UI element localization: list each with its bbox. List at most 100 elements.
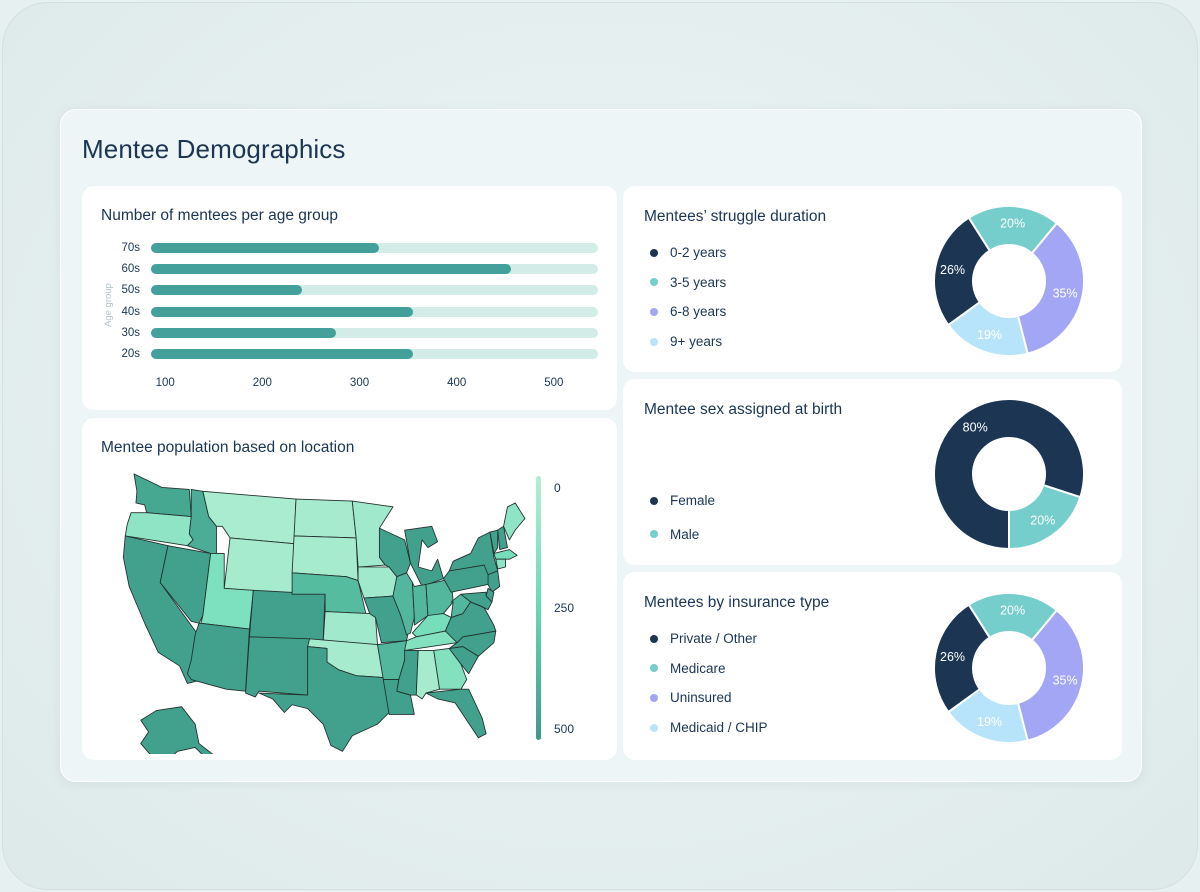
legend-dot-icon bbox=[650, 693, 658, 702]
state-me[interactable] bbox=[503, 502, 526, 541]
age-bar-50s[interactable] bbox=[151, 285, 302, 296]
insurance-legend-item[interactable]: Medicaid / CHIP bbox=[650, 720, 768, 735]
state-ia[interactable] bbox=[357, 566, 398, 599]
state-il[interactable] bbox=[392, 572, 415, 636]
map-color-scale bbox=[536, 476, 541, 740]
sex-title: Mentee sex assigned at birth bbox=[644, 401, 843, 418]
age-label-60s: 60s bbox=[121, 263, 140, 276]
age-label-40s: 40s bbox=[121, 305, 140, 318]
state-md[interactable] bbox=[460, 591, 493, 611]
legend-dot-icon bbox=[650, 248, 658, 257]
age-x-tick: 300 bbox=[349, 377, 370, 389]
insurance-title: Mentees by insurance type bbox=[644, 594, 830, 611]
legend-dot-icon bbox=[650, 496, 658, 505]
state-co[interactable] bbox=[249, 589, 326, 642]
insurance-card: Mentees by insurance type Private / Othe… bbox=[623, 572, 1122, 760]
state-nh[interactable] bbox=[497, 525, 508, 550]
legend-dot-icon bbox=[650, 530, 658, 538]
state-tx[interactable] bbox=[258, 646, 390, 752]
struggle-legend-label: 0-2 years bbox=[670, 245, 727, 260]
insurance-donut-chart[interactable]: 26% 20% 35% 19% bbox=[929, 588, 1089, 748]
state-ma[interactable] bbox=[493, 549, 518, 560]
state-ct[interactable] bbox=[495, 558, 506, 570]
map-card: Mentee population based on location 0 250… bbox=[82, 418, 617, 760]
legend-dot-icon bbox=[650, 664, 658, 673]
insurance-slice-0[interactable] bbox=[933, 603, 991, 714]
state-wa[interactable] bbox=[133, 473, 192, 517]
age-bar-track bbox=[151, 285, 598, 296]
state-fl[interactable] bbox=[425, 688, 487, 739]
page-title: Mentee Demographics bbox=[82, 134, 346, 164]
struggle-slice-label-1: 20% bbox=[1000, 217, 1025, 231]
age-bar-30s[interactable] bbox=[151, 327, 336, 338]
state-nj[interactable] bbox=[487, 570, 501, 593]
age-bar-track bbox=[151, 327, 598, 338]
sex-legend-label: Female bbox=[670, 493, 716, 508]
age-label-70s: 70s bbox=[121, 242, 140, 254]
insurance-slice-label-2: 35% bbox=[1053, 674, 1078, 688]
insurance-slice-2[interactable] bbox=[1016, 609, 1085, 742]
insurance-legend-label: Uninsured bbox=[670, 690, 732, 706]
struggle-slice-label-3: 19% bbox=[977, 328, 1002, 342]
scale-tick-label: 500 bbox=[554, 722, 575, 736]
insurance-legend-label: Private / Other bbox=[670, 631, 758, 646]
age-label-30s: 30s bbox=[121, 326, 140, 339]
sex-donut-chart[interactable]: 80% 20% bbox=[929, 394, 1089, 554]
us-choropleth-map[interactable] bbox=[96, 464, 526, 754]
struggle-legend-item[interactable]: 0-2 years bbox=[650, 245, 726, 260]
sex-legend-item[interactable]: Female bbox=[650, 493, 715, 508]
sex-slice-label-0: 80% bbox=[963, 420, 988, 434]
sex-slice-1[interactable] bbox=[1008, 484, 1082, 550]
age-bar-70s[interactable] bbox=[151, 243, 380, 253]
state-nd[interactable] bbox=[293, 498, 357, 539]
struggle-card: Mentees’ struggle duration 0-2 years 3-5 … bbox=[623, 186, 1122, 372]
insurance-legend-item[interactable]: Medicare bbox=[650, 661, 726, 676]
struggle-slice-0[interactable] bbox=[933, 216, 991, 327]
age-chart-card: Number of mentees per age group Age grou… bbox=[82, 186, 617, 410]
age-x-tick: 400 bbox=[447, 377, 467, 389]
insurance-legend-item[interactable]: Private / Other bbox=[650, 631, 757, 646]
sex-legend-label: Male bbox=[670, 526, 700, 542]
age-label-20s: 20s bbox=[121, 348, 140, 360]
age-bar-20s[interactable] bbox=[151, 349, 414, 359]
sex-slice-0[interactable] bbox=[933, 398, 1085, 550]
struggle-slice-2[interactable] bbox=[1016, 222, 1085, 355]
scale-tick-label: 250 bbox=[554, 601, 575, 615]
insurance-legend-label: Medicaid / CHIP bbox=[670, 720, 768, 736]
state-wy[interactable] bbox=[223, 537, 295, 595]
insurance-slice-label-1: 20% bbox=[1000, 604, 1025, 618]
state-ak[interactable] bbox=[140, 706, 217, 754]
insurance-legend-item[interactable]: Uninsured bbox=[650, 690, 732, 705]
legend-dot-icon bbox=[650, 723, 658, 732]
struggle-legend-label: 3-5 years bbox=[670, 274, 727, 290]
struggle-slice-label-2: 35% bbox=[1053, 287, 1078, 301]
map-title: Mentee population based on location bbox=[101, 439, 355, 456]
state-az[interactable] bbox=[186, 622, 250, 692]
struggle-legend-item[interactable]: 3-5 years bbox=[650, 275, 726, 290]
insurance-slice-label-3: 19% bbox=[977, 715, 1002, 729]
scale-gradient-bar bbox=[536, 476, 541, 740]
state-nm[interactable] bbox=[245, 636, 311, 698]
age-chart-title: Number of mentees per age group bbox=[101, 207, 338, 224]
struggle-donut-chart[interactable]: 26% 20% 35% 19% bbox=[929, 201, 1089, 361]
struggle-legend-item[interactable]: 9+ years bbox=[650, 334, 722, 349]
age-bar-60s[interactable] bbox=[151, 264, 511, 275]
age-bar-40s[interactable] bbox=[151, 306, 414, 317]
legend-dot-icon bbox=[650, 337, 658, 346]
age-label-50s: 50s bbox=[121, 284, 140, 297]
insurance-slice-3[interactable] bbox=[947, 688, 1029, 744]
age-x-tick: 500 bbox=[544, 377, 564, 389]
state-ks[interactable] bbox=[322, 611, 378, 646]
struggle-slice-3[interactable] bbox=[947, 301, 1029, 357]
struggle-slice-label-0: 26% bbox=[940, 263, 965, 277]
struggle-legend-item[interactable]: 6-8 years bbox=[650, 304, 726, 319]
state-vt[interactable] bbox=[489, 529, 499, 554]
insurance-legend-label: Medicare bbox=[670, 660, 726, 676]
sex-slice-label-1: 20% bbox=[1030, 514, 1055, 528]
age-x-tick: 200 bbox=[252, 377, 272, 389]
legend-dot-icon bbox=[650, 307, 658, 316]
legend-dot-icon bbox=[650, 634, 658, 643]
struggle-legend-label: 6-8 years bbox=[670, 304, 727, 320]
sex-legend-item[interactable]: Male bbox=[650, 527, 699, 542]
state-mi[interactable] bbox=[404, 525, 444, 587]
